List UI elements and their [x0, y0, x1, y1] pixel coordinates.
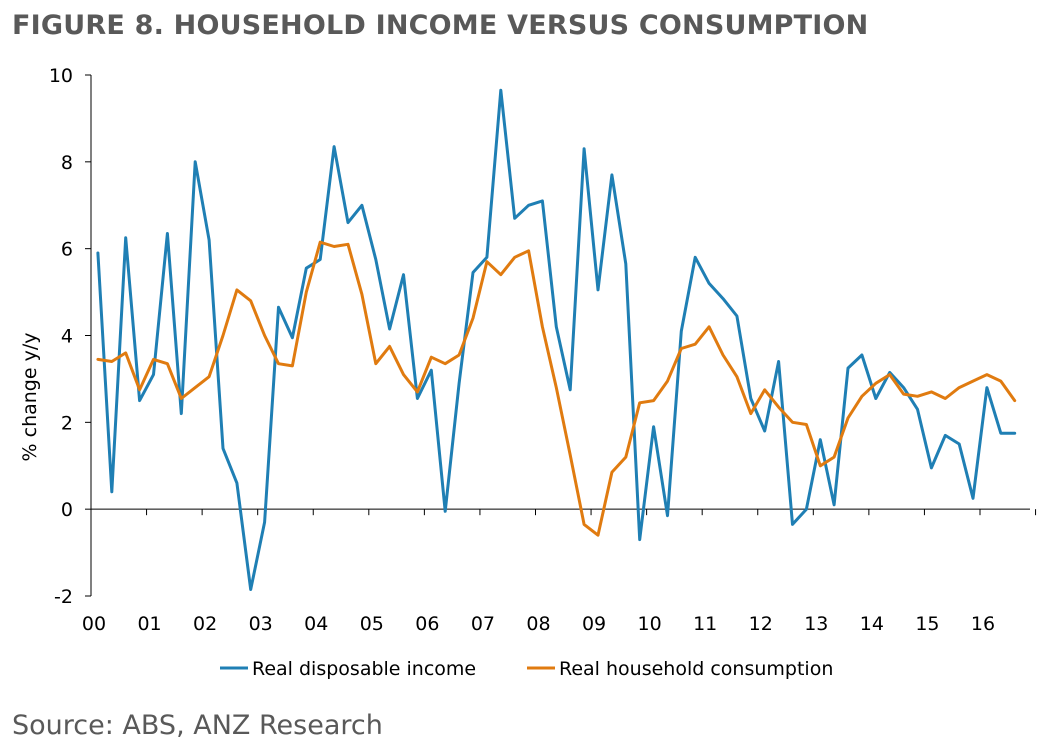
- x-tick-label: 09: [582, 613, 606, 635]
- x-tick-label: 10: [638, 613, 662, 635]
- legend: Real disposable income Real household co…: [220, 658, 833, 680]
- y-tick-label: 8: [61, 152, 73, 174]
- x-tick-label: 11: [693, 613, 717, 635]
- x-tick-label: 16: [971, 613, 995, 635]
- y-tick-label: -2: [54, 586, 73, 608]
- source-note: Source: ABS, ANZ Research: [12, 710, 383, 741]
- income-line: [96, 88, 1017, 591]
- consumption-line: [96, 240, 1017, 537]
- x-tick-label: 03: [249, 613, 273, 635]
- x-tick-label: 13: [804, 613, 828, 635]
- y-tick-label: 2: [61, 412, 73, 434]
- series-layer: [96, 88, 1017, 591]
- legend-label-consumption: Real household consumption: [559, 658, 833, 680]
- x-tick-label: 05: [360, 613, 384, 635]
- y-tick-label: 6: [61, 239, 73, 261]
- x-tick-label: 08: [526, 613, 550, 635]
- x-tick-label: 07: [471, 613, 495, 635]
- x-tick-label: 06: [415, 613, 439, 635]
- y-tick-label: 0: [61, 499, 73, 521]
- x-tick-label: 12: [749, 613, 773, 635]
- legend-label-income: Real disposable income: [252, 658, 476, 680]
- y-tick-label: 10: [49, 65, 73, 87]
- y-axis-label: % change y/y: [19, 333, 41, 462]
- x-tick-label: 02: [193, 613, 217, 635]
- x-tick-label: 14: [860, 613, 884, 635]
- x-tick-label: 04: [304, 613, 328, 635]
- x-tick-label: 01: [137, 613, 161, 635]
- x-tick-label: 00: [82, 613, 106, 635]
- figure-title: FIGURE 8. HOUSEHOLD INCOME VERSUS CONSUM…: [12, 10, 869, 41]
- x-tick-label: 15: [915, 613, 939, 635]
- y-tick-label: 4: [61, 326, 73, 348]
